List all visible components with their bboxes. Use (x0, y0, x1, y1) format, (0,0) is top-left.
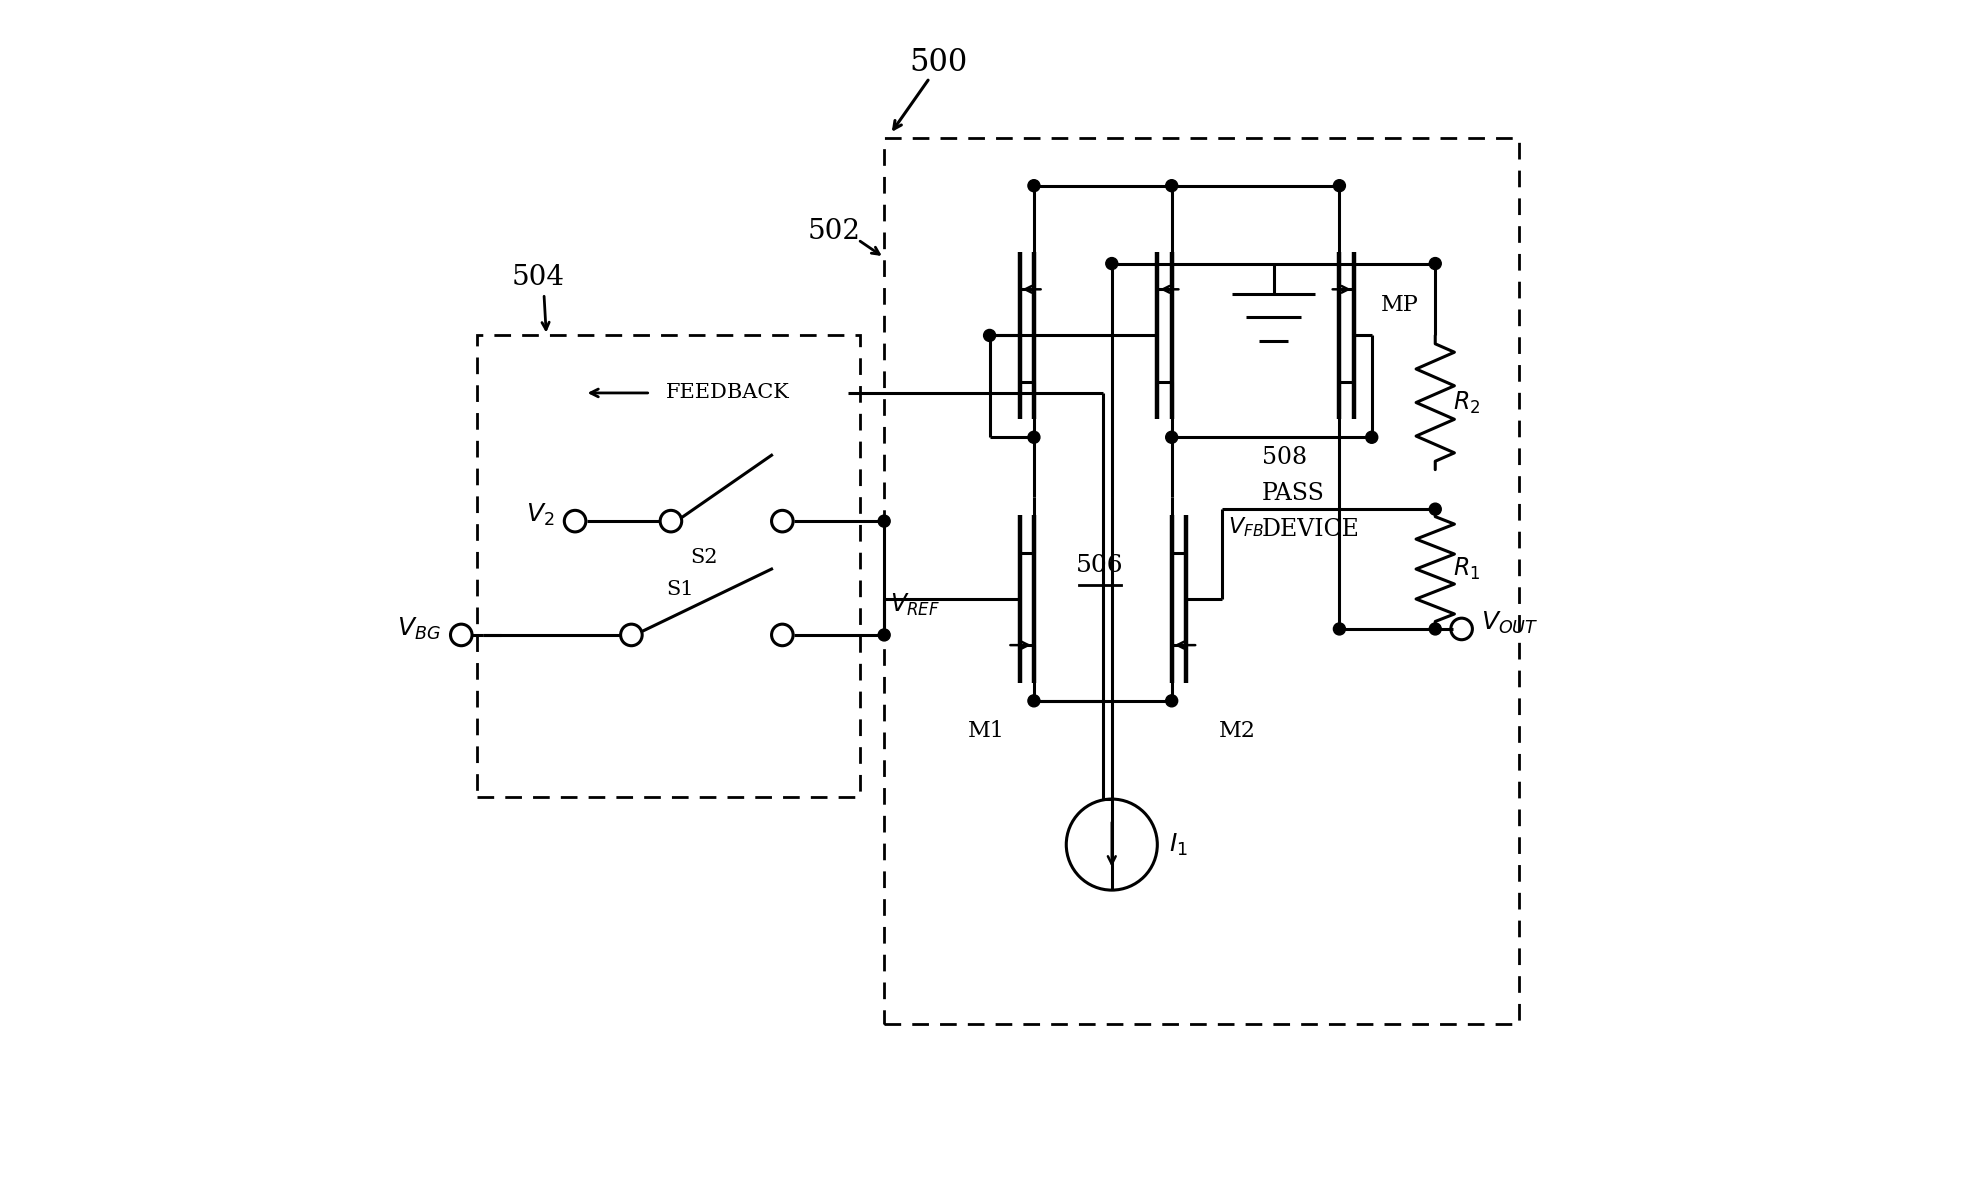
Circle shape (1333, 180, 1345, 192)
Text: 504: 504 (511, 265, 564, 291)
Text: DEVICE: DEVICE (1262, 518, 1359, 541)
Text: $V_{FB}$: $V_{FB}$ (1229, 515, 1264, 539)
Text: 506: 506 (1077, 553, 1124, 577)
Text: S2: S2 (690, 547, 718, 567)
Text: $R_1$: $R_1$ (1453, 556, 1481, 582)
Circle shape (1430, 623, 1442, 635)
Circle shape (1165, 695, 1177, 707)
Circle shape (878, 629, 889, 641)
Text: MP: MP (1380, 295, 1420, 316)
Circle shape (1430, 503, 1442, 515)
Circle shape (1165, 431, 1177, 443)
Text: 502: 502 (807, 218, 860, 244)
Text: 508: 508 (1262, 446, 1307, 470)
Circle shape (878, 515, 889, 527)
Text: FEEDBACK: FEEDBACK (667, 383, 791, 403)
Circle shape (1106, 258, 1118, 270)
Circle shape (984, 329, 996, 341)
Text: $I_1$: $I_1$ (1169, 831, 1189, 858)
Circle shape (1027, 431, 1039, 443)
Text: 500: 500 (909, 47, 966, 78)
Text: $V_{OUT}$: $V_{OUT}$ (1481, 610, 1538, 636)
Text: $V_{REF}$: $V_{REF}$ (889, 592, 941, 618)
Circle shape (1430, 258, 1442, 270)
Text: $R_2$: $R_2$ (1453, 389, 1481, 416)
Text: $V_{BG}$: $V_{BG}$ (396, 616, 442, 642)
Text: $V_2$: $V_2$ (527, 502, 554, 528)
Text: S1: S1 (667, 580, 694, 599)
Circle shape (1027, 180, 1039, 192)
Text: M2: M2 (1219, 720, 1256, 742)
Circle shape (1027, 695, 1039, 707)
Circle shape (1165, 180, 1177, 192)
Text: PASS: PASS (1262, 482, 1325, 506)
Text: M1: M1 (968, 720, 1004, 742)
Circle shape (1333, 623, 1345, 635)
Circle shape (1367, 431, 1378, 443)
